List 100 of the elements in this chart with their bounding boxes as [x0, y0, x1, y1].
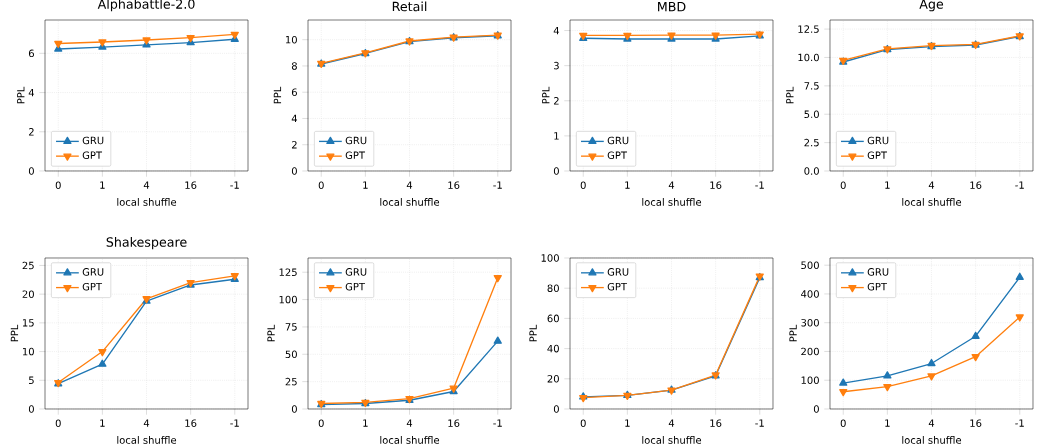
- legend-label: GPT: [345, 282, 366, 291]
- x-tick-label: 16: [448, 181, 460, 189]
- y-tick-label: 4: [553, 26, 560, 35]
- x-tick-label: 1: [625, 181, 630, 189]
- x-tick-label: -1: [230, 181, 239, 189]
- y-tick-label: 40: [547, 344, 559, 353]
- x-axis-title: local shuffle: [380, 198, 440, 206]
- y-tick-label: 4: [291, 114, 298, 123]
- x-tick-label: 16: [448, 419, 460, 427]
- legend-label: GPT: [607, 151, 628, 160]
- x-tick-label: 1: [885, 181, 890, 189]
- y-tick-label: 200: [801, 347, 819, 356]
- x-tick-label: 16: [710, 181, 722, 189]
- y-tick-label: 0: [813, 405, 819, 413]
- y-tick-label: 2: [291, 141, 297, 149]
- y-tick-label: 500: [801, 261, 819, 269]
- x-tick-label: 0: [840, 419, 846, 427]
- x-tick-label: 0: [840, 181, 846, 189]
- x-tick-label: 0: [580, 181, 586, 189]
- y-tick-label: 75: [285, 323, 297, 331]
- legend-label: GRU: [345, 136, 367, 145]
- y-axis-title: PPL: [17, 86, 25, 104]
- x-tick-label: 0: [318, 419, 324, 427]
- x-tick-label: 4: [928, 419, 935, 427]
- y-tick-label: 3: [553, 61, 559, 70]
- x-tick-label: 16: [185, 181, 197, 189]
- y-axis-title: PPL: [789, 324, 797, 342]
- y-axis-title: PPL: [786, 86, 794, 104]
- y-tick-label: 1: [554, 132, 559, 140]
- y-tick-label: 50: [285, 350, 297, 359]
- y-tick-label: 7.5: [804, 82, 819, 90]
- x-tick-label: 0: [55, 419, 61, 427]
- y-tick-label: 0: [291, 405, 297, 413]
- y-tick-label: 100: [541, 254, 559, 262]
- y-tick-label: 0: [28, 167, 34, 175]
- legend-label: GPT: [82, 282, 103, 291]
- chart-title: Alphabattle-2.0: [97, 0, 195, 12]
- x-tick-label: 1: [885, 419, 890, 427]
- chart-title: Age: [919, 0, 944, 12]
- x-tick-label: 1: [363, 419, 368, 427]
- y-tick-label: 10: [23, 347, 34, 356]
- x-tick-label: 1: [625, 419, 630, 427]
- y-axis-title: PPL: [529, 324, 537, 342]
- x-tick-label: -1: [230, 419, 239, 427]
- x-tick-label: 4: [406, 419, 413, 427]
- x-tick-label: 4: [143, 419, 150, 427]
- y-tick-label: 15: [23, 319, 34, 327]
- y-axis-title: PPL: [267, 324, 275, 342]
- legend-label: GRU: [82, 136, 104, 145]
- x-tick-label: -1: [493, 419, 502, 427]
- y-tick-label: 6: [28, 49, 34, 58]
- y-tick-label: 5: [29, 376, 34, 384]
- y-tick-label: 20: [547, 375, 559, 383]
- y-tick-label: 60: [547, 314, 559, 323]
- y-tick-label: 300: [801, 318, 819, 327]
- x-tick-label: 0: [55, 181, 61, 189]
- x-tick-label: 1: [100, 181, 105, 189]
- x-tick-label: 0: [580, 419, 586, 427]
- x-tick-label: -1: [755, 181, 764, 189]
- y-tick-label: 10.0: [798, 53, 819, 62]
- y-tick-label: 0: [553, 405, 559, 413]
- x-axis-title: local shuffle: [380, 436, 440, 444]
- y-tick-label: 8: [291, 62, 297, 70]
- y-tick-label: 100: [279, 295, 297, 304]
- y-tick-label: 0: [291, 167, 297, 175]
- x-tick-label: 16: [970, 181, 982, 189]
- y-tick-label: 5.0: [804, 110, 819, 119]
- legend-label: GRU: [607, 268, 629, 276]
- legend-label: GRU: [607, 136, 629, 145]
- x-tick-label: -1: [1015, 181, 1024, 189]
- legend-label: GPT: [867, 282, 888, 291]
- y-tick-label: 10: [285, 35, 297, 44]
- x-tick-label: 16: [710, 419, 722, 427]
- chart-title: Retail: [392, 1, 427, 12]
- x-tick-label: 0: [318, 181, 324, 189]
- x-axis-title: local shuffle: [117, 198, 177, 206]
- x-axis-title: local shuffle: [117, 436, 177, 444]
- y-tick-label: 0: [553, 167, 559, 175]
- legend-label: GPT: [82, 151, 103, 159]
- x-tick-label: 1: [363, 181, 368, 189]
- legend-label: GPT: [607, 282, 628, 291]
- y-tick-label: 2: [553, 97, 559, 105]
- y-tick-label: 4: [28, 88, 35, 97]
- legend-label: GRU: [867, 268, 889, 276]
- y-axis-title: PPL: [542, 86, 550, 104]
- y-tick-label: 100: [801, 376, 819, 385]
- x-tick-label: 1: [100, 419, 105, 427]
- x-axis-title: local shuffle: [902, 198, 962, 206]
- chart-title: Shakespeare: [106, 237, 187, 250]
- x-tick-label: 4: [928, 181, 935, 189]
- y-tick-label: 20: [22, 290, 34, 298]
- x-axis-title: local shuffle: [902, 436, 962, 444]
- legend-label: GRU: [867, 136, 889, 145]
- y-tick-label: 0.0: [804, 167, 819, 175]
- x-tick-label: -1: [1015, 419, 1024, 427]
- legend-label: GPT: [345, 151, 366, 160]
- y-axis-title: PPL: [10, 324, 19, 342]
- x-axis-title: local shuffle: [642, 198, 702, 206]
- x-tick-label: 4: [143, 181, 150, 189]
- y-axis-title: PPL: [273, 86, 282, 104]
